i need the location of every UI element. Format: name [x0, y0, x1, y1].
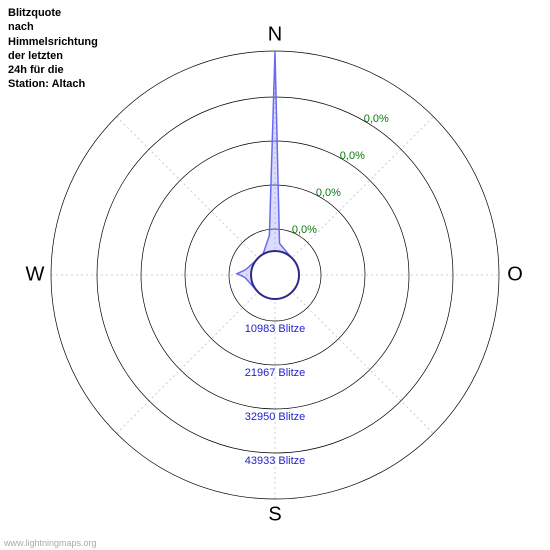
ring-label-percent: 0,0%	[292, 224, 317, 236]
ring-label-percent: 0,0%	[364, 113, 389, 125]
chart-title: Blitzquote nach Himmelsrichtung der letz…	[8, 6, 98, 92]
ring-label-percent: 0,0%	[340, 150, 365, 162]
compass-label-w: W	[26, 264, 45, 287]
compass-label-e: O	[507, 264, 523, 287]
ring-label-blitze: 43933 Blitze	[245, 455, 306, 467]
chart-container: Blitzquote nach Himmelsrichtung der letz…	[0, 0, 550, 550]
credit-text: www.lightningmaps.org	[4, 538, 97, 548]
ring-label-percent: 0,0%	[316, 187, 341, 199]
center-circle	[251, 251, 299, 299]
ring-label-blitze: 21967 Blitze	[245, 367, 306, 379]
compass-label-n: N	[268, 24, 282, 47]
ring-label-blitze: 10983 Blitze	[245, 323, 306, 335]
ring-label-blitze: 32950 Blitze	[245, 411, 306, 423]
compass-label-s: S	[268, 504, 281, 527]
